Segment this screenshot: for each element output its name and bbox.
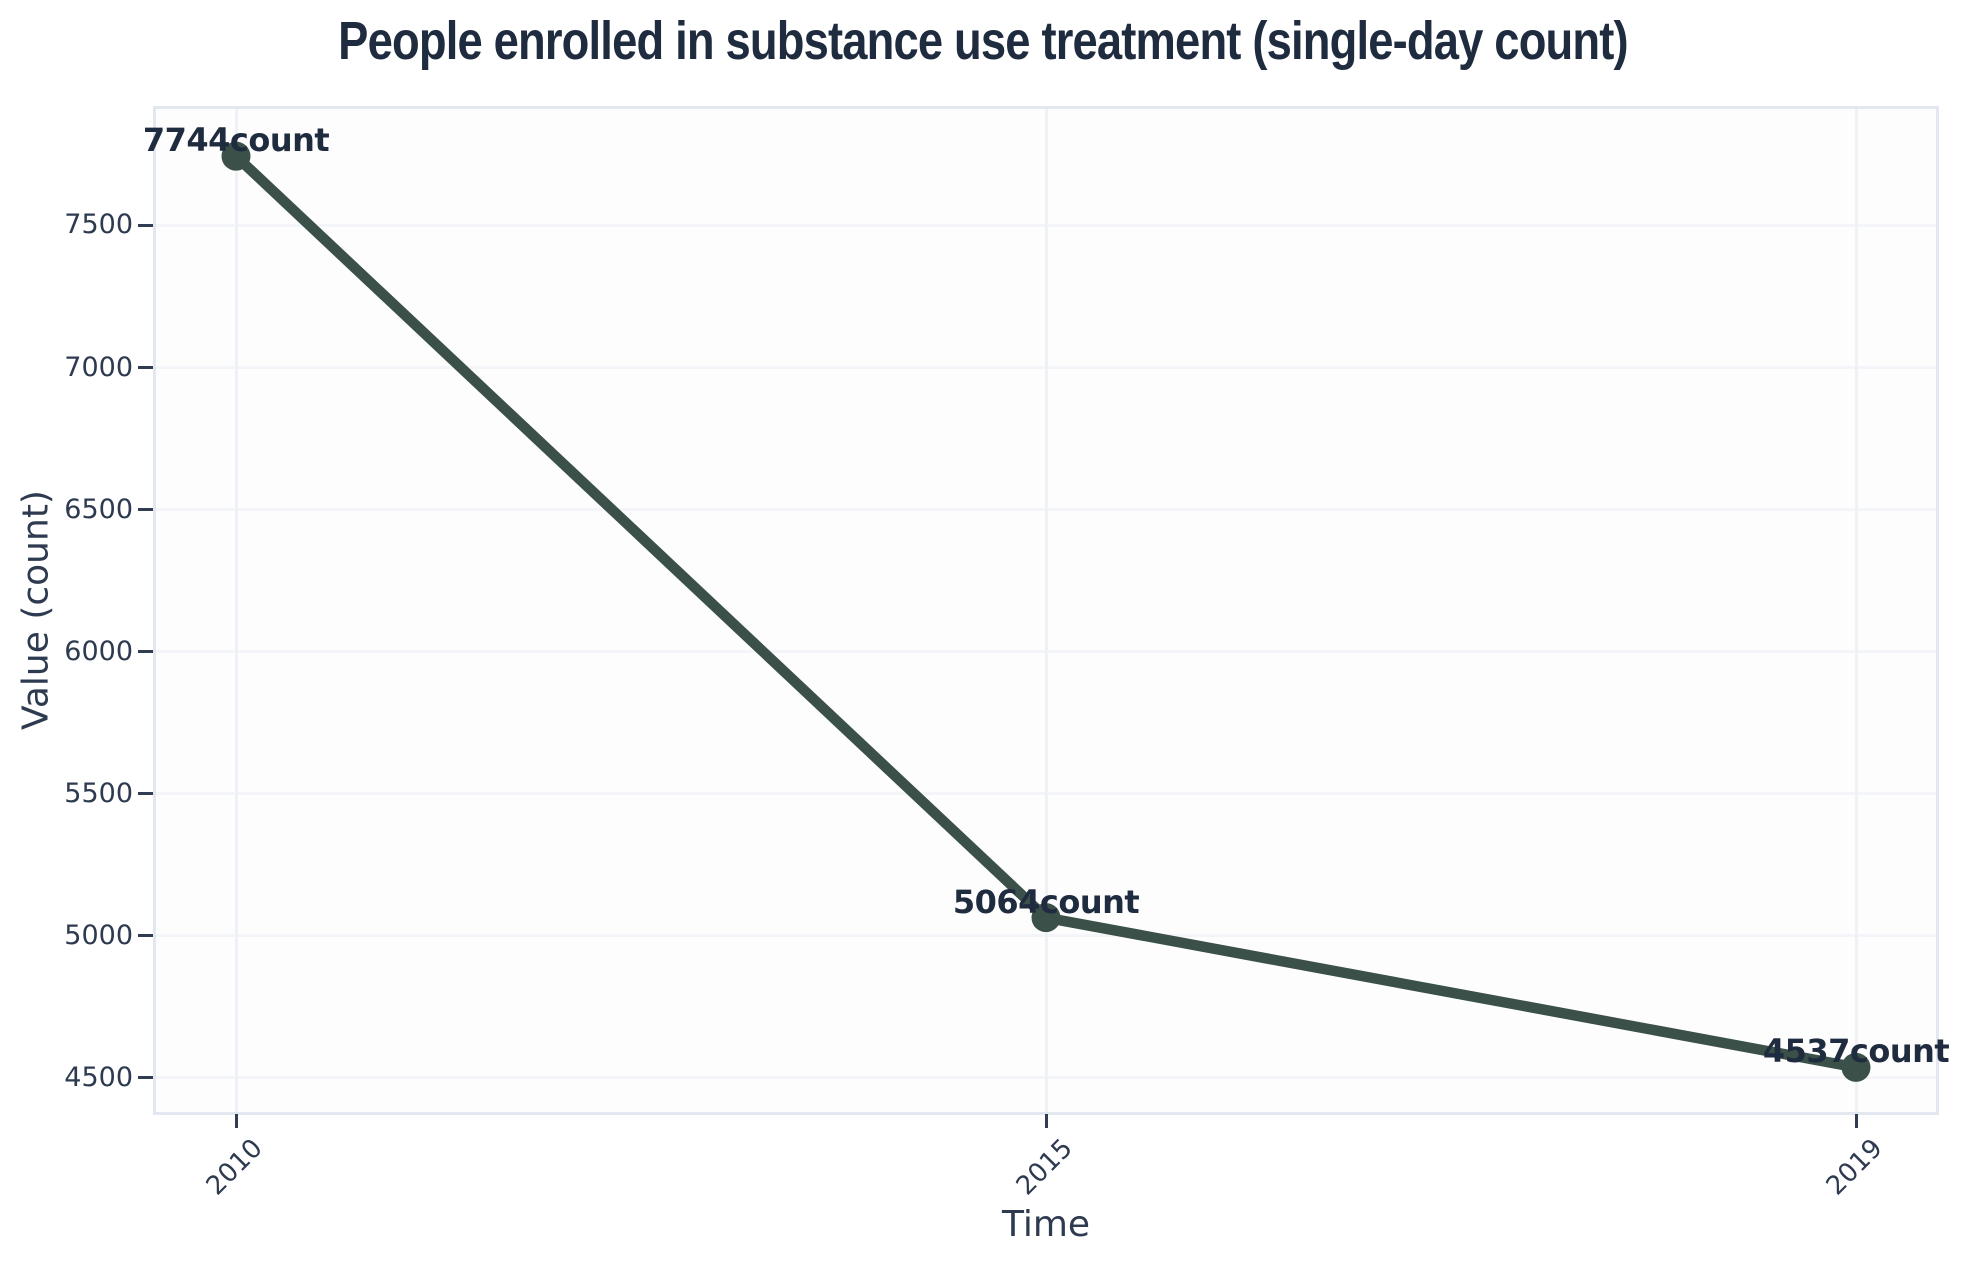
y-tick-mark	[138, 223, 153, 227]
y-tick-label: 6000	[64, 635, 133, 667]
y-tick-label: 4500	[64, 1061, 133, 1093]
data-point-label: 4537count	[1762, 1032, 1950, 1071]
y-tick-mark	[138, 792, 153, 796]
data-point-label: 7744count	[142, 121, 330, 160]
y-tick-label: 6500	[64, 493, 133, 525]
data-point-marker	[221, 141, 251, 171]
x-tick-mark	[234, 1114, 238, 1128]
plot-area	[153, 106, 1939, 1115]
y-tick-mark	[138, 934, 153, 938]
y-tick-label: 5500	[64, 777, 133, 809]
chart-title: People enrolled in substance use treatme…	[338, 11, 1629, 71]
data-point-marker	[1031, 903, 1061, 933]
x-axis-title: Time	[1001, 1204, 1091, 1245]
x-tick-label: 2019	[1820, 1133, 1889, 1202]
line-series	[221, 141, 1871, 1082]
x-tick-label: 2010	[200, 1133, 269, 1202]
y-tick-mark	[138, 650, 153, 654]
x-tick-mark	[1854, 1114, 1858, 1128]
x-grid-line	[1044, 109, 1048, 1112]
y-axis-title: Value (count)	[15, 490, 57, 730]
y-tick-mark	[138, 1076, 153, 1080]
y-tick-mark	[138, 366, 153, 370]
x-tick-mark	[1044, 1114, 1048, 1128]
y-tick-label: 7000	[64, 351, 133, 383]
y-tick-mark	[138, 508, 153, 512]
data-point-label: 5064count	[952, 882, 1140, 921]
y-tick-label: 5000	[64, 919, 133, 951]
x-tick-label: 2015	[1010, 1133, 1079, 1202]
data-point-marker	[1841, 1052, 1871, 1082]
y-tick-label: 7500	[64, 209, 133, 241]
x-grid-line	[234, 109, 238, 1112]
x-grid-line	[1854, 109, 1858, 1112]
